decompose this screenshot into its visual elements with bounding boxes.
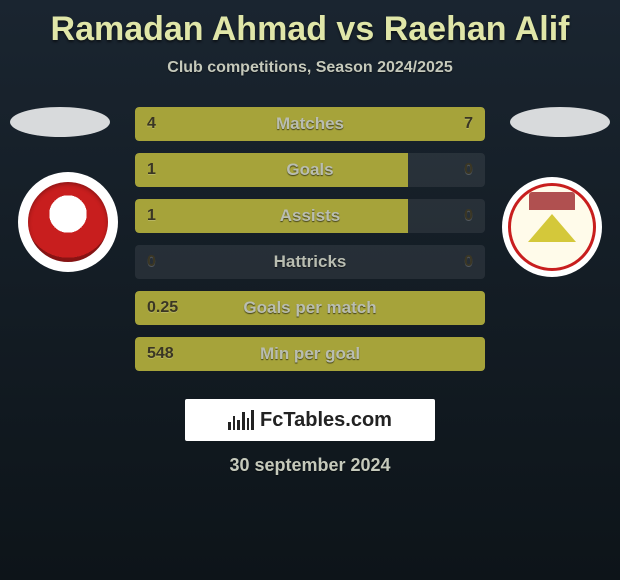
stat-bar-left xyxy=(135,199,408,233)
club-badge-right xyxy=(502,177,602,277)
player-photo-placeholder-right xyxy=(510,107,610,137)
stat-row: 548Min per goal xyxy=(135,337,485,371)
stat-row: 10Goals xyxy=(135,153,485,187)
page-title: Ramadan Ahmad vs Raehan Alif xyxy=(0,0,620,49)
stat-bars-container: 47Matches10Goals10Assists00Hattricks0.25… xyxy=(135,107,485,383)
comparison-chart: 47Matches10Goals10Assists00Hattricks0.25… xyxy=(0,107,620,387)
stat-row: 47Matches xyxy=(135,107,485,141)
stat-bar-left xyxy=(135,337,485,371)
stat-value-left: 0.25 xyxy=(147,299,178,317)
stat-value-left: 548 xyxy=(147,345,174,363)
stat-value-right: 0 xyxy=(464,253,473,271)
brand-badge: FcTables.com xyxy=(185,399,435,441)
brand-text: FcTables.com xyxy=(260,409,392,432)
stat-row: 0 0Hattricks xyxy=(135,245,485,279)
stat-value-right: 0 xyxy=(464,161,473,179)
stat-value-right: 0 xyxy=(464,207,473,225)
player-photo-placeholder-left xyxy=(10,107,110,137)
stat-label: Hattricks xyxy=(135,252,485,272)
stat-bar-right xyxy=(261,107,485,141)
stat-row: 0.25Goals per match xyxy=(135,291,485,325)
stat-value-right: 7 xyxy=(464,115,473,133)
club-badge-left xyxy=(18,172,118,272)
stat-value-left: 4 xyxy=(147,115,156,133)
subtitle: Club competitions, Season 2024/2025 xyxy=(0,59,620,77)
stat-value-left: 0 xyxy=(147,253,156,271)
date-label: 30 september 2024 xyxy=(0,455,620,476)
stat-row: 10Assists xyxy=(135,199,485,233)
brand-icon xyxy=(228,410,254,430)
stat-bar-left xyxy=(135,153,408,187)
stat-bar-left xyxy=(135,291,485,325)
stat-value-left: 1 xyxy=(147,161,156,179)
stat-value-left: 1 xyxy=(147,207,156,225)
